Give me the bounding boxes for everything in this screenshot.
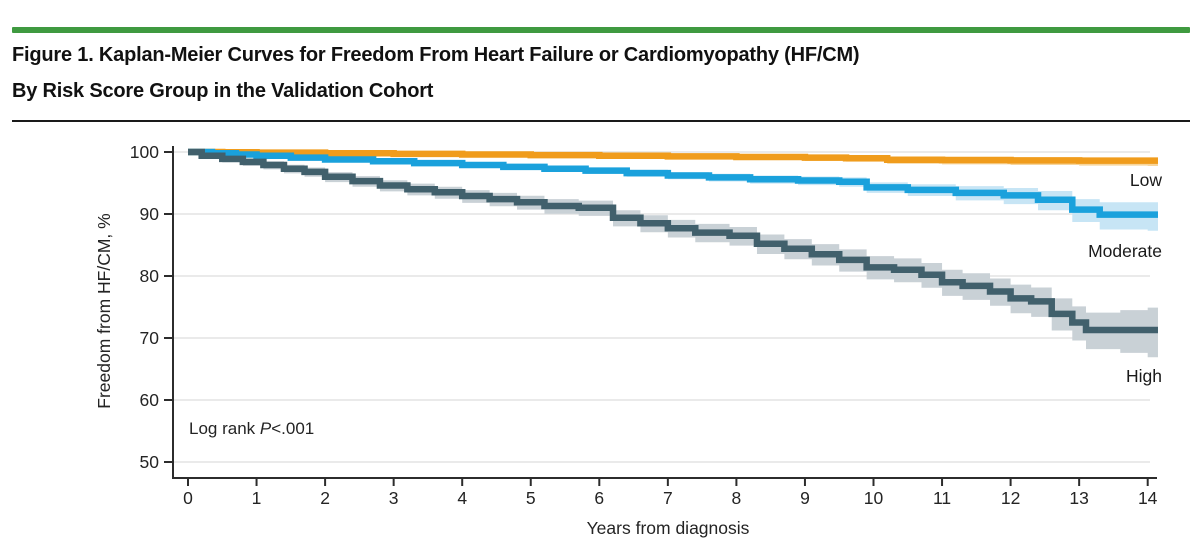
- log-rank-annotation: Log rank P<.001: [189, 419, 314, 439]
- y-tick-label: 50: [140, 452, 160, 472]
- km-line-moderate: [188, 148, 1158, 218]
- figure-title-line2: By Risk Score Group in the Validation Co…: [12, 80, 434, 102]
- p-symbol: P: [259, 419, 272, 438]
- figure-title-line1: Figure 1. Kaplan-Meier Curves for Freedo…: [12, 44, 860, 66]
- x-tick-label: 13: [1069, 488, 1088, 508]
- x-tick-label: 1: [252, 488, 262, 508]
- accent-bar: [12, 27, 1190, 33]
- x-tick-label: 9: [800, 488, 810, 508]
- title-divider: [12, 120, 1190, 122]
- x-tick-label: 3: [389, 488, 399, 508]
- x-tick-label: 8: [732, 488, 742, 508]
- x-tick-label: 7: [663, 488, 673, 508]
- km-line-low: [188, 148, 1158, 164]
- x-tick-label: 12: [1001, 488, 1020, 508]
- x-tick-label: 6: [594, 488, 604, 508]
- x-tick-label: 14: [1138, 488, 1158, 508]
- x-tick-label: 10: [864, 488, 884, 508]
- y-tick-label: 100: [130, 142, 159, 162]
- x-tick-label: 0: [183, 488, 193, 508]
- y-axis-title: Freedom from HF/CM, %: [94, 213, 114, 409]
- series-label-low: Low: [1130, 170, 1162, 190]
- y-tick-label: 60: [140, 390, 160, 410]
- x-tick-label: 11: [933, 488, 951, 508]
- log-rank-prefix: Log rank: [189, 419, 260, 438]
- x-tick-label: 4: [457, 488, 467, 508]
- y-tick-label: 70: [140, 328, 160, 348]
- y-tick-label: 90: [140, 204, 160, 224]
- x-tick-label: 2: [320, 488, 330, 508]
- p-value: <.001: [271, 419, 315, 438]
- series-label-moderate: Moderate: [1088, 241, 1162, 261]
- x-tick-label: 5: [526, 488, 536, 508]
- series-label-high: High: [1126, 366, 1162, 386]
- km-line-high: [188, 148, 1158, 334]
- ci-band-high: [188, 152, 1158, 358]
- y-tick-label: 80: [140, 266, 160, 286]
- x-axis-title: Years from diagnosis: [586, 518, 750, 538]
